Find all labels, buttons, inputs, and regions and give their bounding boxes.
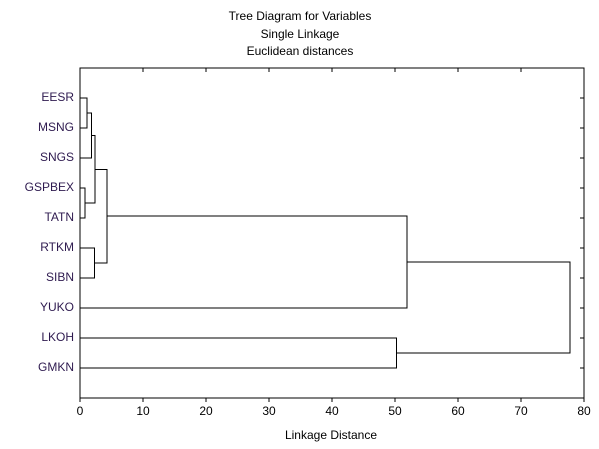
dendrogram-link (80, 247, 95, 279)
leaf-label: GMKN (38, 360, 74, 374)
leaf-label: EESR (41, 90, 74, 104)
leaf-label: GSPBEX (25, 180, 74, 194)
leaf-label: MSNG (38, 120, 74, 134)
dendrogram-link (80, 97, 88, 129)
x-tick-label: 30 (262, 404, 276, 418)
x-tick-label: 10 (136, 404, 150, 418)
leaf-label: SNGS (40, 150, 74, 164)
dendrogram-link (396, 261, 571, 354)
leaf-label: TATN (44, 210, 74, 224)
dendrogram-link (80, 112, 92, 159)
x-tick-label: 40 (325, 404, 339, 418)
dendrogram-link (85, 135, 96, 204)
x-axis-label: Linkage Distance (285, 428, 377, 442)
x-tick-label: 0 (77, 404, 84, 418)
leaf-label: SIBN (46, 270, 74, 284)
dendrogram-link (80, 187, 86, 219)
leaf-label: RTKM (40, 240, 74, 254)
dendrogram-link (80, 337, 397, 369)
chart-subtitle: Single Linkage (261, 27, 340, 41)
x-tick-label: 60 (451, 404, 465, 418)
dendrogram-link (94, 168, 108, 264)
x-tick-label: 50 (388, 404, 402, 418)
leaf-label: LKOH (41, 330, 74, 344)
x-tick-label: 80 (577, 404, 591, 418)
dendrogram-link (80, 215, 408, 309)
chart-subtitle: Euclidean distances (247, 44, 354, 58)
x-tick-label: 20 (199, 404, 213, 418)
chart-title: Tree Diagram for Variables (229, 9, 372, 23)
plot-frame (79, 67, 585, 399)
x-tick-label: 70 (514, 404, 528, 418)
leaf-label: YUKO (40, 300, 74, 314)
